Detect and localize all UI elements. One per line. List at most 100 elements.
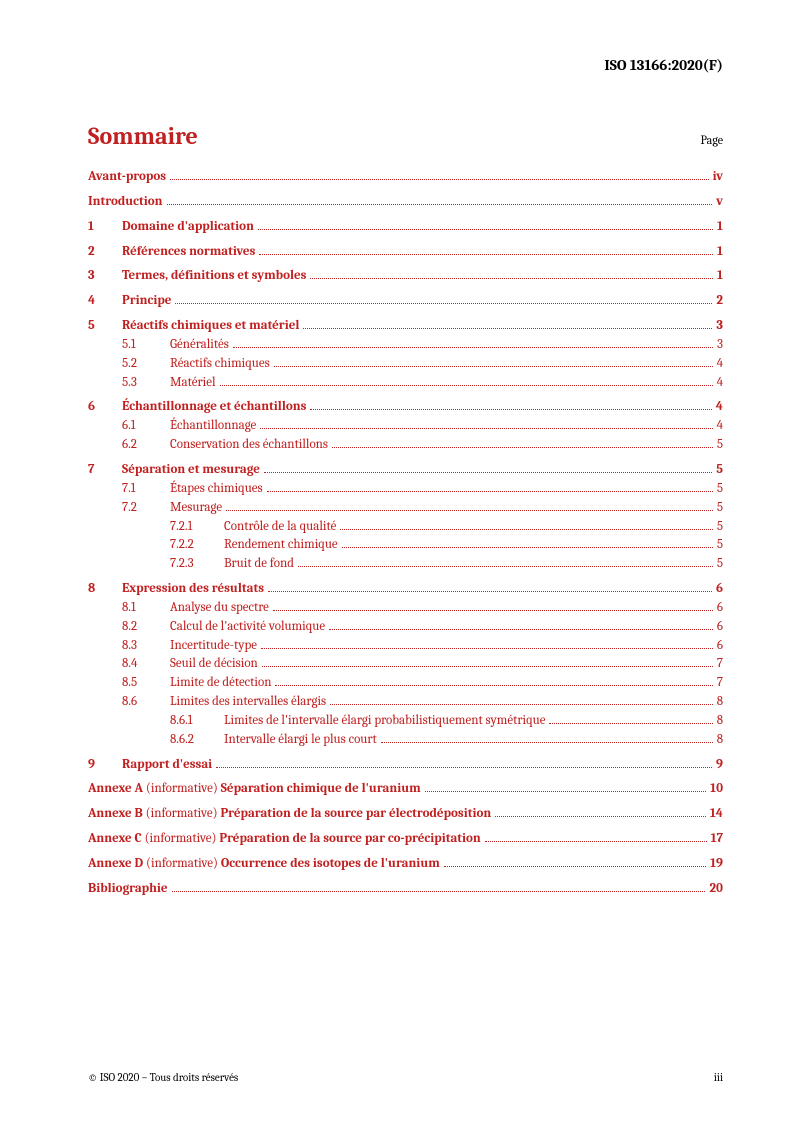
toc-entry-page: 1 xyxy=(717,267,723,286)
toc-entry[interactable]: 5.2Réactifs chimiques4 xyxy=(88,355,723,374)
toc-entry-number: 7.2.2 xyxy=(170,536,224,555)
toc-entry[interactable]: Annexe A (informative) Séparation chimiq… xyxy=(88,780,723,799)
copyright-text: © ISO 2020 – Tous droits réservés xyxy=(88,1071,238,1084)
toc-entry-number: 7 xyxy=(88,461,122,480)
toc-entry-label: Annexe A (informative) Séparation chimiq… xyxy=(88,780,421,799)
leader-dots xyxy=(262,658,713,667)
toc-entry[interactable]: 6Échantillonnage et échantillons4 xyxy=(88,398,723,417)
toc-entry[interactable]: 8.4Seuil de décision7 xyxy=(88,655,723,674)
toc-entry[interactable]: Introductionv xyxy=(88,193,723,212)
toc-entry-page: 5 xyxy=(716,461,723,480)
toc-entry-number: 8.5 xyxy=(122,674,170,693)
toc-entry-number: 7.2.1 xyxy=(170,518,224,537)
leader-dots xyxy=(342,539,713,548)
toc-entry-number: 8.6 xyxy=(122,693,170,712)
toc-entry[interactable]: 9Rapport d'essai9 xyxy=(88,756,723,775)
leader-dots xyxy=(175,295,712,304)
toc-entry-label: Annexe D (informative) Occurrence des is… xyxy=(88,855,440,874)
toc-entry[interactable]: 4Principe 2 xyxy=(88,292,723,311)
toc-entry-page: 5 xyxy=(717,555,723,574)
leader-dots xyxy=(170,171,709,180)
toc-entry-label: Matériel xyxy=(170,374,216,393)
toc-entry[interactable]: Annexe C (informative) Préparation de la… xyxy=(88,830,723,849)
toc-entry[interactable]: 7.1Étapes chimiques5 xyxy=(88,480,723,499)
leader-dots xyxy=(310,401,711,410)
toc-entry-page: 6 xyxy=(717,637,723,656)
toc-entry[interactable]: Avant-propos iv xyxy=(88,168,723,187)
toc-entry[interactable]: 7Séparation et mesurage 5 xyxy=(88,461,723,480)
toc-entry[interactable]: 5Réactifs chimiques et matériel3 xyxy=(88,317,723,336)
toc-entry[interactable]: 8.5Limite de détection7 xyxy=(88,674,723,693)
leader-dots xyxy=(258,221,713,230)
toc-entry-label: Seuil de décision xyxy=(170,655,258,674)
leader-dots xyxy=(264,464,712,473)
toc-entry-page: 6 xyxy=(717,618,723,637)
toc-entry-label: Limites de l'intervalle élargi probabili… xyxy=(224,712,545,731)
toc-entry[interactable]: 6.2Conservation des échantillons5 xyxy=(88,436,723,455)
toc-entry-label: Expression des résultats xyxy=(122,580,264,599)
toc-entry-label: Annexe C (informative) Préparation de la… xyxy=(88,830,481,849)
toc-entry[interactable]: Annexe B (informative) Préparation de la… xyxy=(88,805,723,824)
toc-entry[interactable]: 8.6Limites des intervalles élargis8 xyxy=(88,693,723,712)
toc-entry[interactable]: 8Expression des résultats6 xyxy=(88,580,723,599)
toc-entry-number: 8.6.2 xyxy=(170,731,224,750)
toc-entry-label: Annexe B (informative) Préparation de la… xyxy=(88,805,491,824)
toc-entry-page: 8 xyxy=(717,712,723,731)
leader-dots xyxy=(260,420,712,429)
toc-entry-page: 5 xyxy=(717,499,723,518)
toc-entry-page: 8 xyxy=(717,731,723,750)
document-id-header: ISO 13166:2020(F) xyxy=(88,56,723,74)
toc-entry[interactable]: 1Domaine d'application1 xyxy=(88,218,723,237)
toc-entry-label: Séparation et mesurage xyxy=(122,461,260,480)
toc-entry[interactable]: 7.2.3Bruit de fond5 xyxy=(88,555,723,574)
toc-entry[interactable]: 8.2Calcul de l'activité volumique6 xyxy=(88,618,723,637)
toc-entry-number: 4 xyxy=(88,292,122,311)
leader-dots xyxy=(259,245,713,254)
toc-entry[interactable]: 8.6.1Limites de l'intervalle élargi prob… xyxy=(88,712,723,731)
toc-entry-page: 2 xyxy=(716,292,723,311)
toc-entry[interactable]: 8.1Analyse du spectre6 xyxy=(88,599,723,618)
toc-entry-number: 5.1 xyxy=(122,336,170,355)
toc-entry-label: Calcul de l'activité volumique xyxy=(170,618,325,637)
toc-entry[interactable]: 8.3Incertitude-type6 xyxy=(88,637,723,656)
toc-entry[interactable]: Bibliographie20 xyxy=(88,880,723,899)
toc-entry[interactable]: 3Termes, définitions et symboles1 xyxy=(88,267,723,286)
title-row: Sommaire Page xyxy=(88,122,723,150)
leader-dots xyxy=(303,320,712,329)
toc-entry[interactable]: 8.6.2Intervalle élargi le plus court8 xyxy=(88,731,723,750)
toc-entry[interactable]: 2Références normatives1 xyxy=(88,243,723,262)
toc-entry-page: iv xyxy=(713,168,723,187)
toc-entry-label: Principe xyxy=(122,292,171,311)
toc-entry[interactable]: 5.3Matériel4 xyxy=(88,374,723,393)
leader-dots xyxy=(172,883,706,892)
toc-entry-page: 4 xyxy=(716,398,723,417)
toc-entry[interactable]: 5.1Généralités3 xyxy=(88,336,723,355)
toc-entry-label: Échantillonnage xyxy=(170,417,256,436)
toc-entry-page: 5 xyxy=(717,436,723,455)
toc-entry[interactable]: 6.1Échantillonnage4 xyxy=(88,417,723,436)
toc-entry-label: Mesurage xyxy=(170,499,222,518)
toc-entry[interactable]: 7.2Mesurage5 xyxy=(88,499,723,518)
leader-dots xyxy=(330,696,713,705)
toc-entry-page: 9 xyxy=(716,756,723,775)
toc-entry-page: 3 xyxy=(717,336,723,355)
toc-entry-page: 6 xyxy=(717,599,723,618)
toc-entry-label: Rapport d'essai xyxy=(122,756,212,775)
toc-entry-number: 8.1 xyxy=(122,599,170,618)
page: ISO 13166:2020(F) Sommaire Page Avant-pr… xyxy=(0,0,793,1122)
toc-entry[interactable]: 7.2.1Contrôle de la qualité5 xyxy=(88,518,723,537)
toc-entry-label: Introduction xyxy=(88,193,163,212)
toc-entry-label: Réactifs chimiques xyxy=(170,355,270,374)
toc-entry-label: Termes, définitions et symboles xyxy=(122,267,306,286)
toc-entry-page: 5 xyxy=(717,480,723,499)
leader-dots xyxy=(267,483,713,492)
toc-entry[interactable]: 7.2.2Rendement chimique5 xyxy=(88,536,723,555)
toc-entry-label: Incertitude-type xyxy=(170,637,257,656)
leader-dots xyxy=(273,602,713,611)
toc-entry-number: 8.4 xyxy=(122,655,170,674)
toc-entry-page: 19 xyxy=(710,855,723,874)
toc-entry[interactable]: Annexe D (informative) Occurrence des is… xyxy=(88,855,723,874)
toc-entry-number: 6.2 xyxy=(122,436,170,455)
toc-entry-number: 8 xyxy=(88,580,122,599)
toc-entry-label: Avant-propos xyxy=(88,168,166,187)
